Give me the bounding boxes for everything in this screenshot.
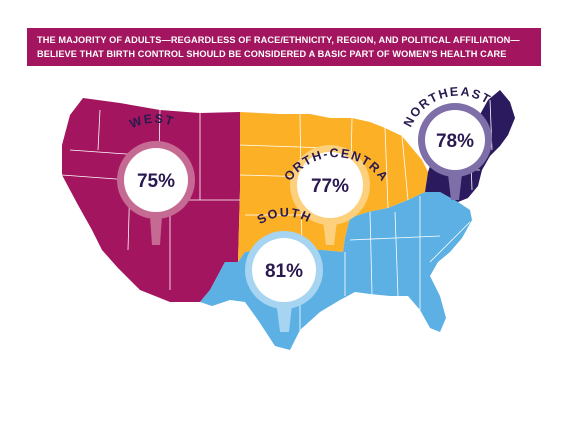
headline-banner: THE MAJORITY OF ADULTS—REGARDLESS OF RAC… — [27, 28, 541, 66]
pin-north-central: 77% — [290, 145, 370, 245]
headline-line-1: THE MAJORITY OF ADULTS—REGARDLESS OF RAC… — [37, 35, 520, 45]
pct-south: 81% — [265, 261, 303, 282]
pct-north-central: 77% — [311, 176, 349, 197]
label-west: WEST — [128, 112, 177, 131]
pin-northeast: 78% — [418, 103, 492, 200]
headline-line-2: BELIEVE THAT BIRTH CONTROL SHOULD BE CON… — [37, 49, 507, 59]
region-south — [200, 192, 472, 350]
pin-south: 81% — [245, 231, 323, 332]
pin-west: 75% — [117, 141, 195, 245]
pct-northeast: 78% — [436, 131, 474, 152]
pct-west: 75% — [137, 171, 175, 192]
